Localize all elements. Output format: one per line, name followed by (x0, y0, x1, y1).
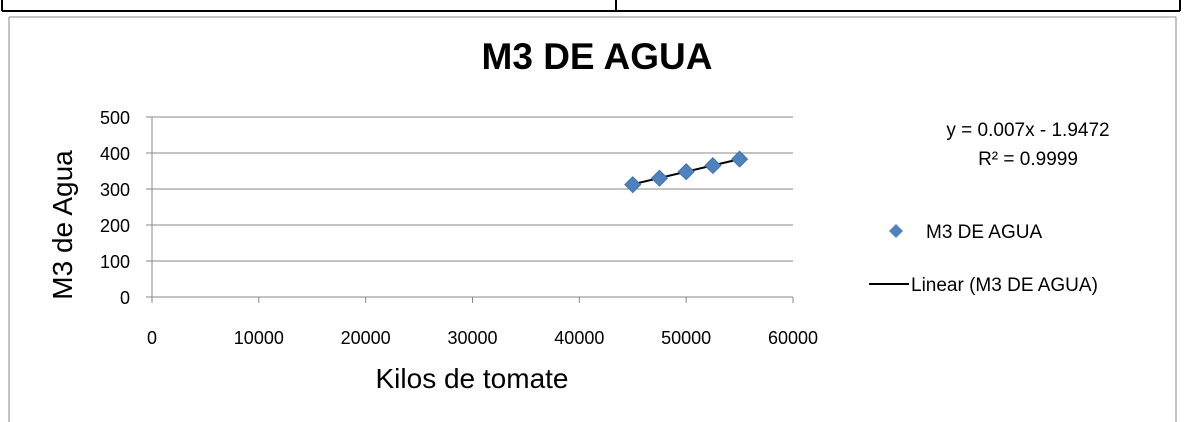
axes (146, 116, 794, 303)
legend-item-series: M3 DE AGUA (889, 222, 1042, 243)
y-tick-labels: 0 100 200 300 400 500 (100, 108, 130, 308)
legend: M3 DE AGUA Linear (M3 DE AGUA) (869, 222, 1098, 296)
legend-trendline-label: Linear (M3 DE AGUA) (911, 275, 1098, 296)
data-point (704, 157, 722, 175)
x-tick-label: 0 (147, 328, 157, 348)
legend-item-trendline: Linear (M3 DE AGUA) (869, 275, 1098, 296)
gridlines (152, 116, 793, 262)
r-squared-label: R² = 0.9999 (978, 149, 1078, 170)
data-point (650, 169, 669, 187)
x-tick-label: 10000 (234, 328, 284, 348)
x-tick-label: 50000 (661, 328, 711, 348)
legend-series-label: M3 DE AGUA (926, 222, 1042, 243)
x-tick-label: 20000 (341, 328, 391, 348)
legend-diamond-marker (889, 224, 903, 238)
data-point (624, 176, 642, 194)
trendline-equation: y = 0.007x - 1.9472 R² = 0.9999 (946, 120, 1109, 170)
x-tick-labels: 0 10000 20000 30000 40000 50000 60000 (147, 328, 818, 348)
y-axis-title: M3 de Agua (47, 150, 78, 300)
y-tick-label: 200 (100, 216, 130, 236)
x-tick-label: 40000 (554, 328, 604, 348)
y-tick-label: 100 (100, 252, 130, 272)
y-tick-label: 0 (120, 288, 130, 308)
x-tick-label: 30000 (447, 328, 497, 348)
y-tick-label: 400 (100, 144, 130, 164)
data-point (731, 150, 749, 168)
y-tick-label: 500 (100, 108, 130, 128)
y-tick-label: 300 (100, 180, 130, 200)
equation-label: y = 0.007x - 1.9472 (946, 120, 1109, 141)
chart-title: M3 DE AGUA (482, 36, 713, 77)
data-points (624, 150, 749, 194)
data-point (677, 163, 695, 181)
chart-area-border (8, 16, 1177, 422)
x-tick-label: 60000 (768, 328, 818, 348)
x-axis-title: Kilos de tomate (376, 363, 569, 394)
table-frame (1, 0, 1181, 12)
